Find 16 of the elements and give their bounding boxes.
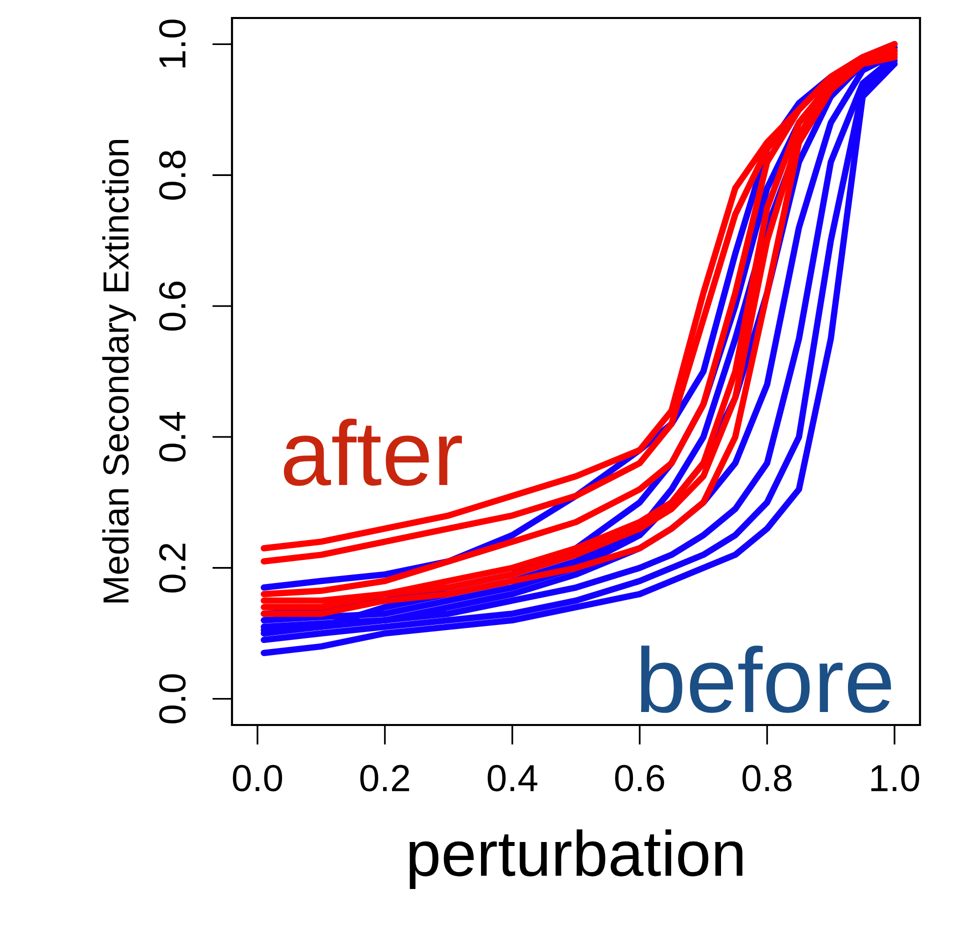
x-axis-title: perturbation <box>410 829 742 889</box>
y-tick-label: 0.6 <box>159 282 186 331</box>
annotation: before <box>641 646 891 713</box>
x-tick-label: 0.0 <box>232 764 282 792</box>
y-tick-label: 0.2 <box>159 544 186 592</box>
x-tick-label: 0.2 <box>360 764 410 792</box>
y-tick-label: 1.0 <box>159 20 186 68</box>
y-tick-label: 0.0 <box>159 674 186 724</box>
y-tick-label: 0.4 <box>159 412 186 462</box>
x-tick-label: 1.0 <box>871 764 920 792</box>
annotation: after <box>284 418 462 486</box>
x-tick-label: 0.6 <box>615 764 664 792</box>
x-tick-label: 0.4 <box>488 764 538 792</box>
y-tick-label: 0.8 <box>159 150 186 200</box>
x-tick-label: 0.8 <box>742 764 792 792</box>
y-axis-title: Median Secondary Extinction <box>102 140 136 602</box>
